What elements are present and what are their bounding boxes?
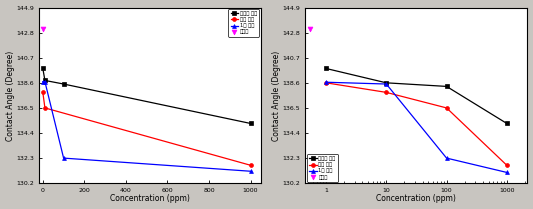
Line: 나드른 세제: 나드른 세제: [324, 66, 509, 125]
Legend: 나드른 세제, 컴류 세제, 1층 세제, 초순수: 나드른 세제, 컴류 세제, 1층 세제, 초순수: [228, 9, 260, 37]
1층 세제: [504, 171, 510, 174]
나드른 세제: [42, 79, 48, 82]
1층 세제: [60, 157, 67, 159]
컴류 세제: [247, 164, 254, 167]
Line: 컴류 세제: 컴류 세제: [324, 81, 509, 167]
나드른 세제: [60, 83, 67, 85]
나드른 세제: [383, 82, 390, 84]
Line: 1층 세제: 1층 세제: [324, 80, 509, 174]
1층 세제: [323, 81, 329, 83]
컴류 세제: [39, 91, 46, 94]
X-axis label: Concentration (ppm): Concentration (ppm): [376, 194, 456, 203]
컴류 세제: [42, 107, 48, 109]
1층 세제: [443, 157, 450, 159]
X-axis label: Concentration (ppm): Concentration (ppm): [110, 194, 190, 203]
1층 세제: [383, 83, 390, 85]
Legend: 나드른 세제, 컴류 세제, 1층 세제, 초순수: 나드른 세제, 컴류 세제, 1층 세제, 초순수: [307, 154, 338, 182]
Line: 나드른 세제: 나드른 세제: [41, 66, 253, 125]
Line: 1층 세제: 1층 세제: [41, 80, 253, 173]
Line: 컴류 세제: 컴류 세제: [41, 90, 253, 167]
1층 세제: [247, 170, 254, 172]
컴류 세제: [383, 91, 390, 94]
나드른 세제: [247, 122, 254, 125]
나드른 세제: [443, 85, 450, 88]
Y-axis label: Contact Angle (Degree): Contact Angle (Degree): [5, 50, 14, 140]
Y-axis label: Contact Angle (Degree): Contact Angle (Degree): [272, 50, 281, 140]
나드른 세제: [323, 67, 329, 70]
나드른 세제: [504, 122, 510, 125]
컴류 세제: [504, 164, 510, 167]
컴류 세제: [443, 107, 450, 109]
1층 세제: [42, 80, 48, 83]
나드른 세제: [39, 67, 46, 70]
컴류 세제: [323, 82, 329, 84]
1층 세제: [39, 80, 46, 83]
